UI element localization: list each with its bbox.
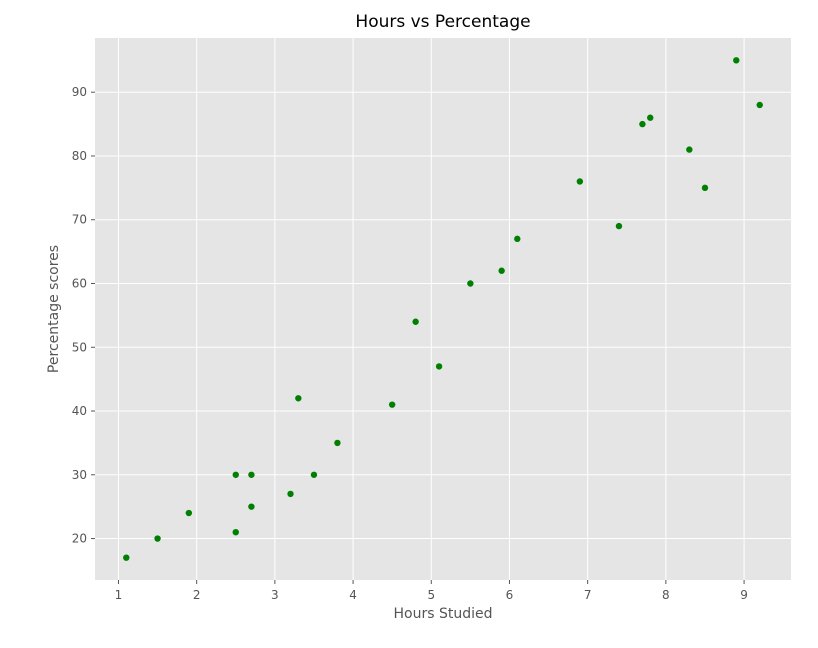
data-point: [686, 146, 693, 153]
x-tick-label: 9: [740, 588, 748, 602]
y-tick-label: 30: [72, 468, 87, 482]
data-point: [232, 471, 239, 478]
y-tick-label: 80: [72, 149, 87, 163]
data-point: [498, 267, 505, 274]
y-tick-label: 90: [72, 85, 87, 99]
y-tick-label: 70: [72, 213, 87, 227]
x-tick-label: 8: [662, 588, 670, 602]
data-point: [232, 528, 239, 536]
data-point: [295, 395, 302, 402]
y-tick-label: 40: [72, 404, 87, 418]
data-point: [185, 509, 193, 517]
data-point: [388, 401, 396, 408]
x-tick-label: 2: [193, 588, 201, 602]
x-tick-label: 6: [506, 588, 514, 602]
data-point: [514, 235, 521, 243]
x-tick-label: 3: [271, 588, 279, 602]
data-points: [123, 57, 763, 561]
x-tick-label: 1: [115, 588, 123, 602]
y-axis-label: Percentage scores: [46, 245, 62, 373]
data-point: [467, 280, 474, 287]
x-axis-label: Hours Studied: [394, 606, 493, 622]
y-tick-label: 20: [72, 532, 87, 546]
data-point: [647, 114, 654, 121]
x-tick-label: 5: [427, 588, 435, 602]
data-point: [123, 554, 130, 561]
data-point: [756, 101, 763, 109]
x-tick-label: 7: [584, 588, 592, 602]
y-tick-label: 60: [72, 276, 87, 290]
data-point: [576, 178, 584, 185]
chart-title: Hours vs Percentage: [355, 12, 530, 32]
y-tick-label: 50: [72, 340, 87, 354]
data-point: [733, 57, 740, 64]
data-point: [287, 490, 294, 498]
data-point: [248, 503, 255, 510]
grid-lines: [95, 38, 791, 580]
data-point: [248, 471, 255, 478]
data-point: [435, 363, 443, 370]
data-point: [310, 471, 318, 478]
data-point: [639, 120, 646, 128]
y-axis-ticks: 20 30 40 50 60 70 80 90: [72, 85, 95, 546]
x-tick-label: 4: [349, 588, 357, 602]
data-point: [615, 222, 623, 230]
data-point: [334, 439, 341, 447]
data-point: [412, 318, 419, 325]
x-axis-ticks: 1 2 3 4 5 6 7 8 9: [115, 580, 748, 602]
plot-area: [95, 38, 791, 580]
data-point: [701, 184, 709, 192]
data-point: [154, 535, 161, 542]
